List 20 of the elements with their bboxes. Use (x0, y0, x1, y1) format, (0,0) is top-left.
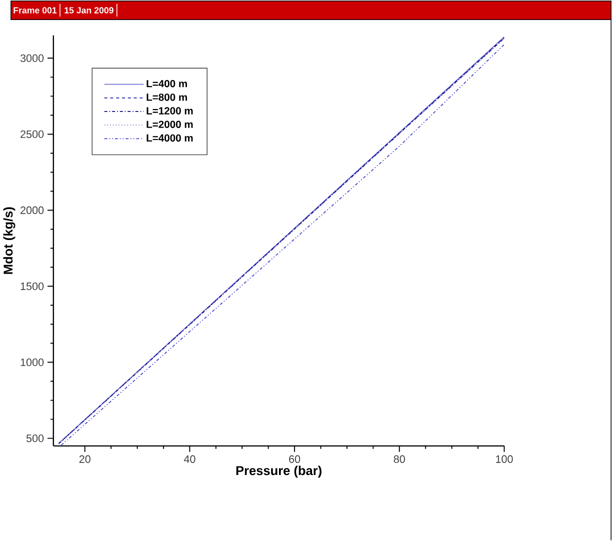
x-tick-label: 80 (394, 456, 405, 464)
x-tick-label: 40 (184, 456, 196, 464)
text: Frame 001 (14, 7, 57, 14)
legend-label: L=4000 m (146, 134, 193, 142)
y-tick-label: 3000 (20, 54, 44, 62)
x-axis-title: Pressure (bar) (236, 466, 322, 478)
x-tick-label: 60 (289, 456, 300, 464)
text: 15 Jan 2009 (64, 7, 114, 14)
y-tick-label: 2500 (20, 130, 44, 138)
legend-label: L=400 m (146, 80, 187, 88)
y-tick-label: 2000 (20, 206, 44, 214)
x-tick-label: 20 (79, 456, 90, 464)
y-tick-label: 1500 (20, 282, 44, 290)
legend-label: L=800 m (146, 94, 187, 102)
x-tick-label: 100 (496, 456, 513, 464)
legend-label: L=2000 m (146, 120, 193, 128)
y-axis-title: Mdot (kg/s) (3, 207, 16, 274)
y-tick-label: 500 (26, 434, 44, 442)
legend-label: L=1200 m (146, 107, 193, 115)
y-tick-label: 1000 (20, 358, 44, 366)
